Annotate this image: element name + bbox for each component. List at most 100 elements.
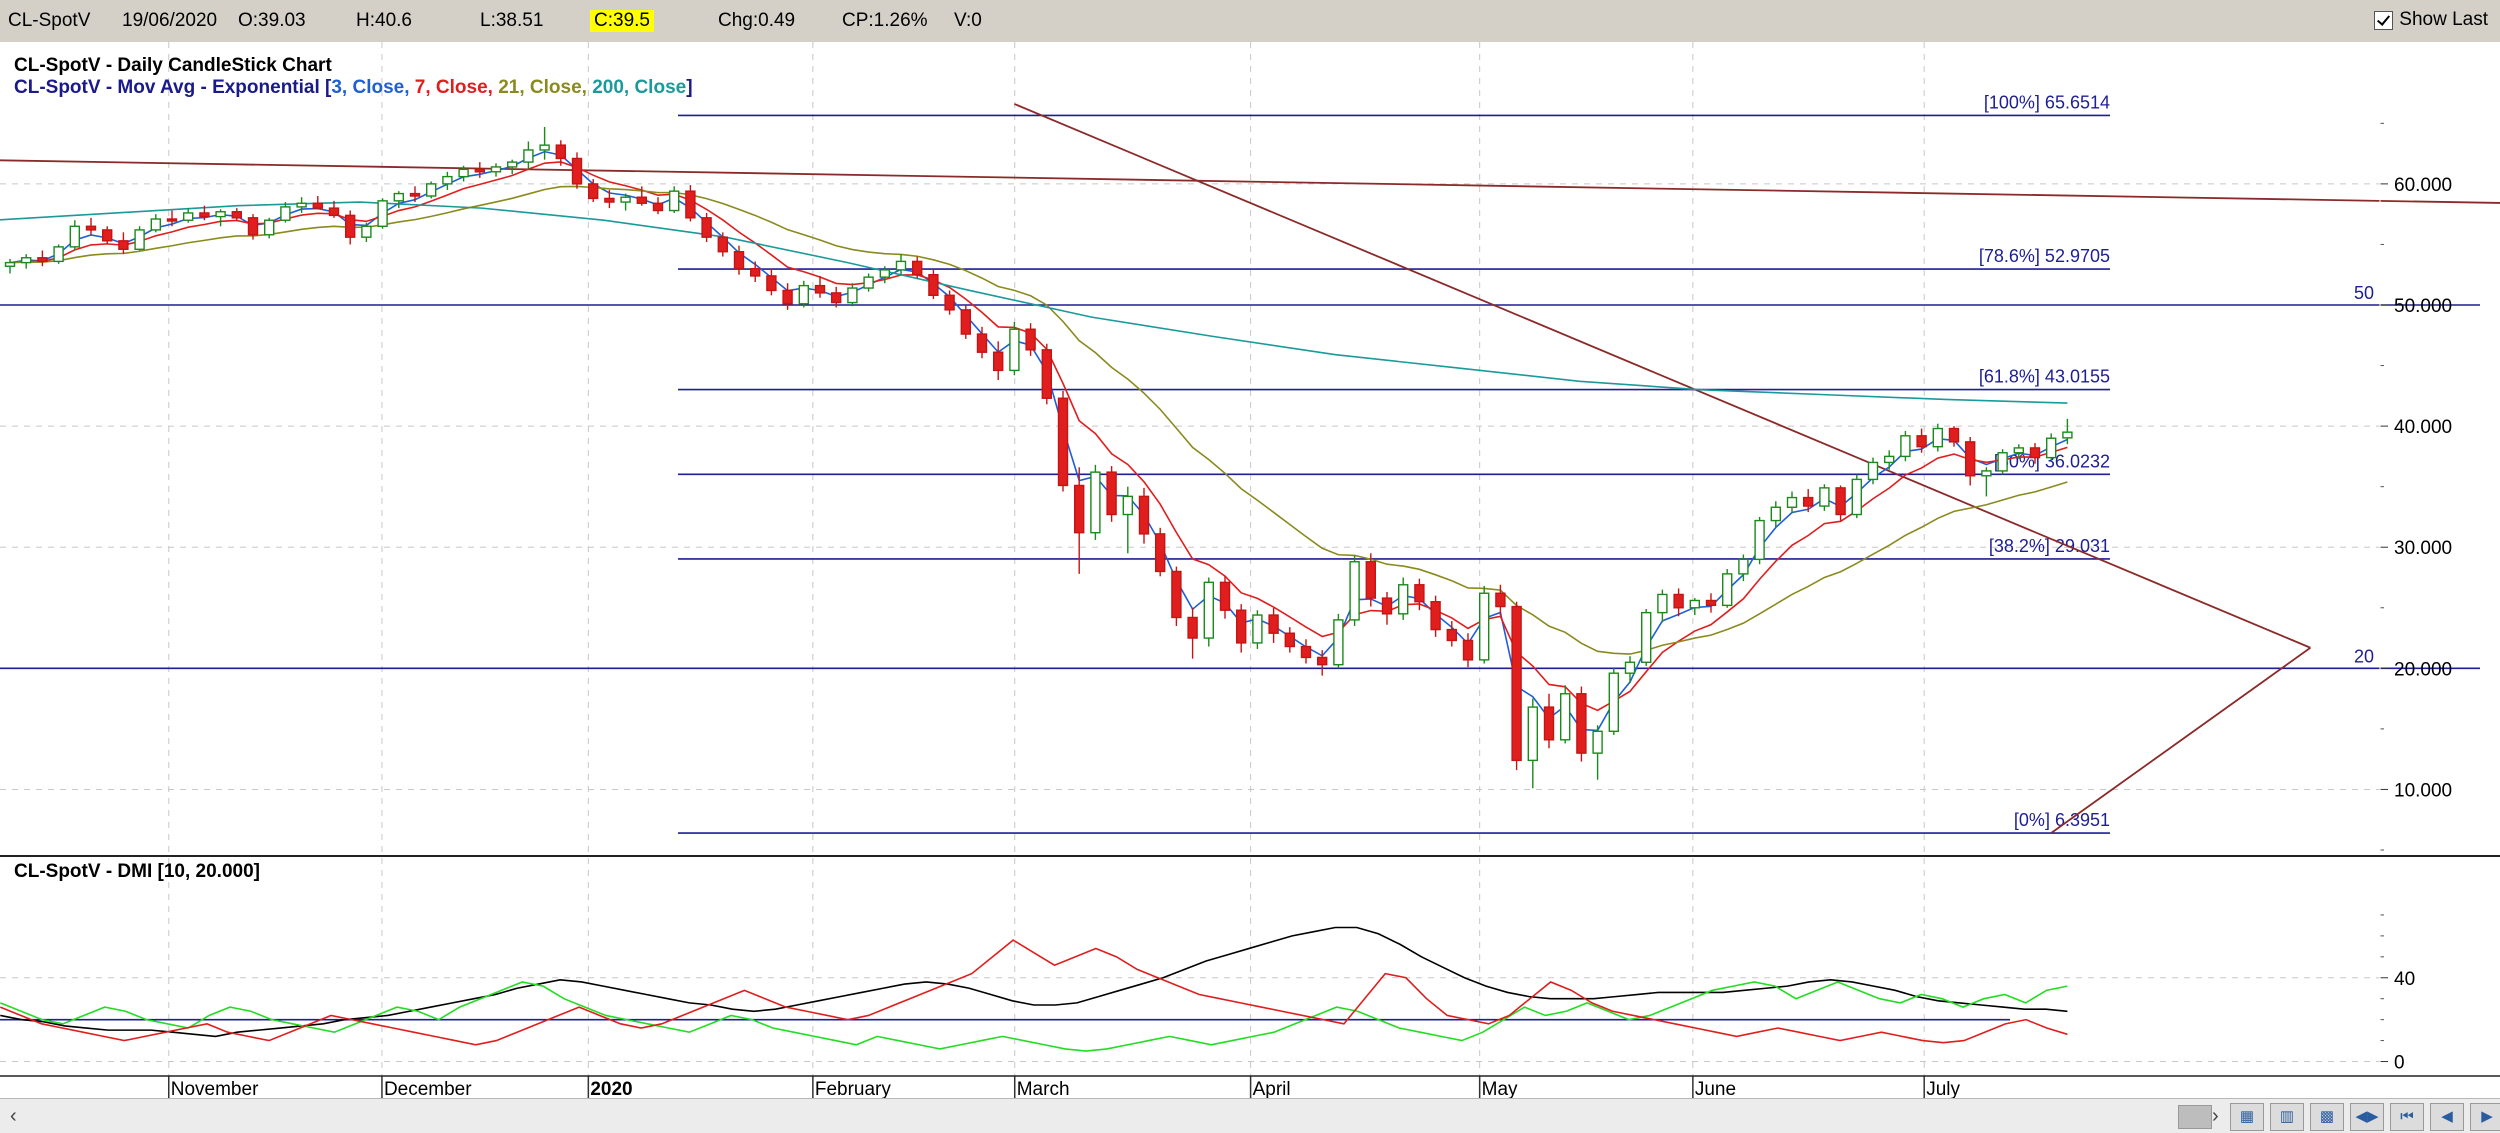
candle-body	[863, 276, 874, 289]
level-lines: 50 20	[0, 283, 2480, 1021]
main-chart-title: CL-SpotV - Daily CandleStick Chart	[14, 55, 332, 76]
candle-body	[1640, 611, 1652, 663]
candle-body	[1592, 730, 1603, 754]
chart-canvas[interactable]: 50 20 [100%] 65.6514 [78.6%] 52.9705 [61.8%…	[0, 42, 2500, 1098]
candle-body	[604, 197, 615, 203]
candle-body	[1106, 471, 1117, 516]
candle-body	[1754, 519, 1765, 561]
candle-body	[1171, 570, 1182, 619]
month-label: June	[1695, 1079, 1736, 1098]
candle-body	[2013, 447, 2025, 454]
quote-close: C:39.5	[590, 10, 654, 32]
candle-body	[312, 202, 323, 209]
price-tick-label: 60.000	[2394, 175, 2452, 196]
candle-body	[1009, 328, 1020, 372]
candle-body	[1802, 496, 1814, 507]
quote-change: Chg:0.49	[718, 10, 796, 31]
candle-body	[895, 260, 907, 271]
candle-body	[2029, 447, 2041, 459]
candle-body	[490, 166, 502, 173]
candle-body	[296, 202, 307, 208]
candle-body	[555, 144, 566, 160]
candle-body	[426, 183, 437, 197]
candle-body	[701, 217, 712, 238]
zoom-in-icon[interactable]: ▦	[2230, 1103, 2264, 1131]
candle-body	[960, 309, 971, 335]
candle-body	[1916, 435, 1927, 448]
candle-body	[4, 261, 16, 267]
scroll-left-arrow-icon[interactable]: ‹	[10, 1105, 17, 1127]
candle-body	[976, 333, 988, 353]
trendlines[interactable]	[0, 103, 2500, 834]
candle-body	[1964, 441, 1976, 477]
trendline-long-downtrend	[0, 159, 2500, 204]
pan-icon[interactable]: ◀▶	[2350, 1103, 2384, 1131]
candle-body	[1203, 581, 1215, 639]
level-line-label: 20	[2354, 646, 2374, 666]
show-last-label: Show Last	[2399, 9, 2488, 30]
scroll-right-arrow-icon[interactable]: ›	[2212, 1105, 2219, 1127]
show-last-checkbox[interactable]	[2374, 10, 2394, 30]
dmi-lines	[0, 926, 2068, 1052]
show-last-toggle[interactable]: Show Last	[2374, 9, 2488, 31]
zoom-out-icon[interactable]: ▥	[2270, 1103, 2304, 1131]
candle-body	[1284, 632, 1296, 648]
candle-body	[458, 168, 469, 178]
candle-body	[1997, 452, 2008, 472]
candle-body	[1365, 561, 1377, 599]
dmi-adx-line	[0, 926, 2068, 1038]
candle-body	[377, 200, 388, 227]
candle-body	[1883, 455, 1895, 464]
candle-body	[620, 196, 631, 203]
legend-param-0: 3, Close,	[331, 77, 414, 98]
candle-body	[571, 157, 583, 185]
scroll-thumb[interactable]	[2178, 1105, 2212, 1129]
candle-body	[474, 168, 485, 173]
candle-body	[1900, 435, 1911, 458]
candle-body	[1721, 573, 1733, 607]
quote-symbol: CL-SpotV	[8, 10, 91, 31]
candle-body	[1511, 605, 1522, 762]
candle-body	[831, 292, 842, 304]
quote-toolbar: CL-SpotV 19/06/2020 O:39.03 H:40.6 L:38.…	[0, 0, 2500, 43]
candle-body	[1705, 599, 1717, 607]
month-label: February	[815, 1079, 892, 1098]
dmi-minus-di-line	[0, 939, 2068, 1046]
candle-body	[1268, 614, 1279, 634]
quote-volume: V:0	[954, 10, 982, 31]
moving-average-line	[0, 201, 2068, 404]
candle-body	[750, 267, 761, 277]
step-forward-icon[interactable]: ▶	[2470, 1103, 2500, 1131]
fit-chart-icon[interactable]: ▩	[2310, 1103, 2344, 1131]
candle-body	[101, 229, 113, 242]
month-label: March	[1017, 1079, 1070, 1098]
step-back-icon[interactable]: ◀	[2430, 1103, 2464, 1131]
candle-body	[1430, 601, 1441, 631]
quote-date: 19/06/2020	[122, 10, 218, 31]
price-axis[interactable]: 10.000 20.000 30.000 40.000 50.000 60.000 0 40	[2379, 42, 2452, 1076]
candle-body	[1316, 656, 1328, 666]
fibonacci-level-label: [61.8%] 43.0155	[1979, 367, 2110, 387]
quote-low: L:38.51	[480, 10, 544, 31]
horizontal-scrollbar[interactable]: ‹ › ▦ ▥ ▩ ◀▶ ⏮ ◀ ▶	[0, 1098, 2500, 1133]
price-tick-label: 50.000	[2394, 296, 2452, 317]
candle-body	[1381, 597, 1393, 615]
candle-body	[1608, 672, 1620, 733]
candle-body	[69, 225, 81, 248]
candle-body	[1543, 706, 1555, 741]
candle-body	[944, 294, 955, 311]
candle-body	[717, 236, 728, 253]
go-to-start-icon[interactable]: ⏮	[2390, 1103, 2424, 1131]
candle-body	[814, 284, 826, 294]
month-label: 2020	[590, 1079, 632, 1098]
candle-body	[1300, 645, 1312, 659]
candle-body	[1219, 581, 1231, 611]
candle-body	[685, 190, 696, 219]
quote-change-percent: CP:1.26%	[842, 10, 928, 31]
time-axis[interactable]: November December 2020 February March April Ma…	[168, 1076, 1961, 1098]
candle-body	[1576, 693, 1587, 754]
candle-body	[1673, 593, 1684, 609]
candle-body	[215, 211, 226, 218]
candle-body	[1333, 619, 1344, 666]
